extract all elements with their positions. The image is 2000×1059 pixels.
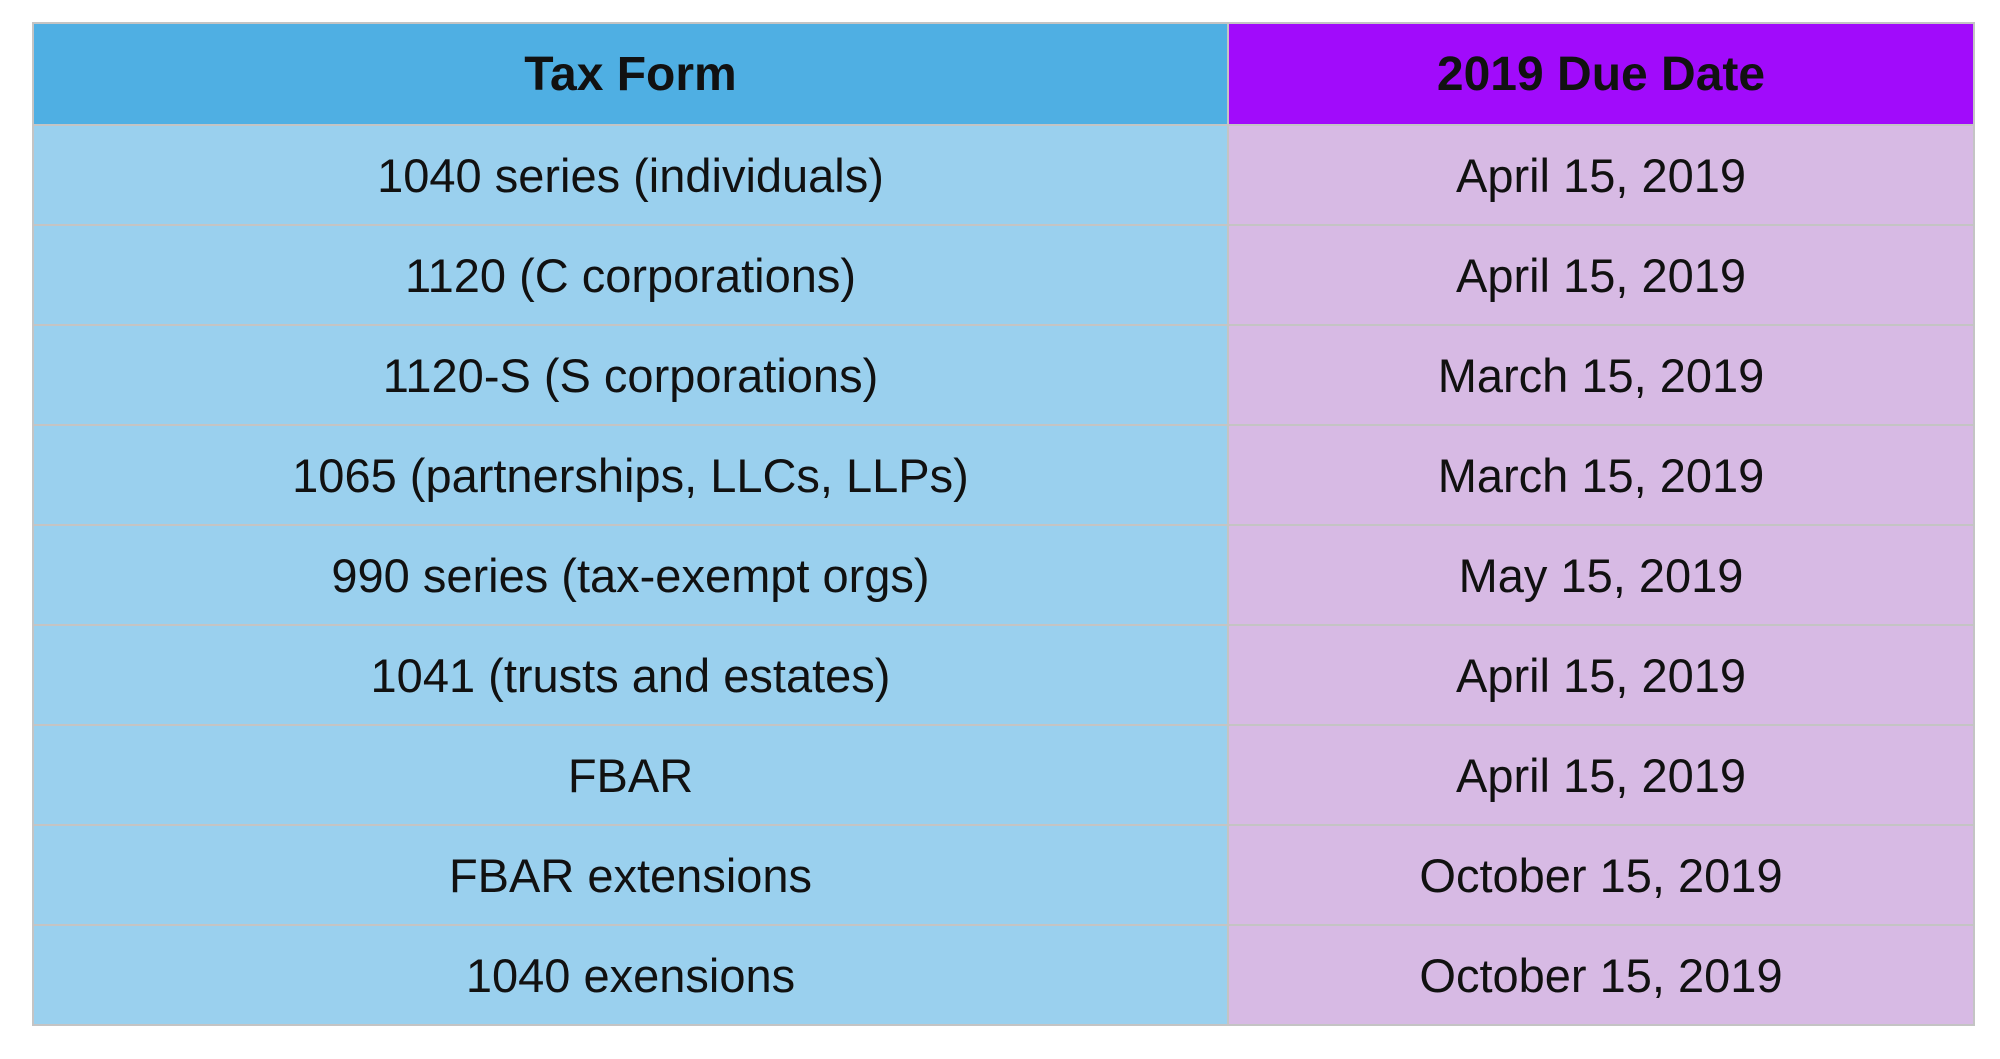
table-body: 1040 series (individuals) April 15, 2019 1… (32, 124, 1975, 1026)
due-date-cell: October 15, 2019 (1227, 824, 1975, 926)
table-row: 1040 exensions October 15, 2019 (32, 924, 1975, 1026)
due-date-cell: March 15, 2019 (1227, 424, 1975, 526)
tax-form-cell: 1120 (C corporations) (32, 224, 1229, 326)
table-row: 1041 (trusts and estates) April 15, 2019 (32, 624, 1975, 726)
tax-form-cell: 1065 (partnerships, LLCs, LLPs) (32, 424, 1229, 526)
table-row: 1120 (C corporations) April 15, 2019 (32, 224, 1975, 326)
due-date-cell: April 15, 2019 (1227, 724, 1975, 826)
due-date-cell: March 15, 2019 (1227, 324, 1975, 426)
due-date-cell: May 15, 2019 (1227, 524, 1975, 626)
table-row: 1120-S (S corporations) March 15, 2019 (32, 324, 1975, 426)
tax-form-cell: 990 series (tax-exempt orgs) (32, 524, 1229, 626)
tax-form-cell: 1041 (trusts and estates) (32, 624, 1229, 726)
tax-form-cell: FBAR (32, 724, 1229, 826)
header-cell: Tax Form (32, 22, 1229, 126)
table-row: FBAR April 15, 2019 (32, 724, 1975, 826)
tax-form-cell: 1120-S (S corporations) (32, 324, 1229, 426)
due-date-cell: April 15, 2019 (1227, 624, 1975, 726)
table-container: Tax Form 2019 Due Date 1040 series (indiv… (32, 22, 1975, 1026)
table-row: 1040 series (individuals) April 15, 2019 (32, 124, 1975, 226)
table-row: 990 series (tax-exempt orgs) May 15, 2019 (32, 524, 1975, 626)
tax-form-cell: 1040 series (individuals) (32, 124, 1229, 226)
tax-form-cell: FBAR extensions (32, 824, 1229, 926)
table-row: 1065 (partnerships, LLCs, LLPs) March 15,… (32, 424, 1975, 526)
header-row: Tax Form 2019 Due Date (32, 22, 1975, 126)
due-date-cell: October 15, 2019 (1227, 924, 1975, 1026)
due-date-cell: April 15, 2019 (1227, 224, 1975, 326)
table-row: FBAR extensions October 15, 2019 (32, 824, 1975, 926)
due-date-cell: April 15, 2019 (1227, 124, 1975, 226)
tax-form-cell: 1040 exensions (32, 924, 1229, 1026)
header-cell: 2019 Due Date (1227, 22, 1975, 126)
due-date-table: Tax Form 2019 Due Date 1040 series (indiv… (32, 22, 1975, 1026)
